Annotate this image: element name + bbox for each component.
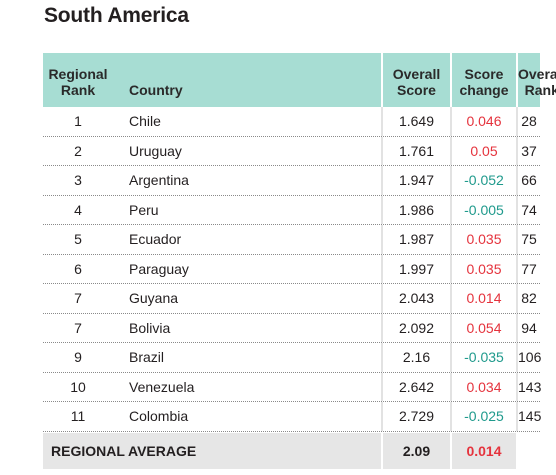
overall-rank-cell: 94 — [516, 313, 540, 342]
overall-rank-cell: 37 — [516, 136, 540, 165]
score-change-cell: -0.035 — [450, 343, 516, 372]
header-score-change-line1: Score — [464, 66, 504, 82]
country-cell: Bolivia — [129, 319, 171, 336]
score-change-cell: 0.054 — [450, 313, 516, 342]
overall-score-cell: 2.729 — [381, 402, 450, 431]
average-blank-cell — [516, 432, 540, 469]
overall-score-cell: 1.947 — [381, 166, 450, 195]
table-row: 11 Colombia 2.729 -0.025 145 — [43, 402, 541, 432]
overall-rank-cell: 75 — [516, 225, 540, 254]
overall-score-cell: 1.987 — [381, 225, 450, 254]
regional-rank-cell: 5 — [74, 231, 82, 248]
header-score-change-line2: change — [459, 82, 509, 98]
table-row: 5 Ecuador 1.987 0.035 75 — [43, 225, 540, 255]
header-overall-rank-line1: Overall — [518, 66, 556, 82]
score-change-cell: -0.005 — [450, 195, 516, 224]
overall-rank-cell: 66 — [516, 166, 540, 195]
overall-score-cell: 2.16 — [381, 343, 450, 372]
country-cell: Paraguay — [129, 260, 189, 277]
header-overall-score-line2: Score — [397, 82, 436, 98]
header-regional-rank-line1: Regional — [48, 66, 108, 82]
regional-rank-cell: 9 — [74, 349, 82, 366]
page-title: South America — [44, 4, 189, 27]
header-score-change: Score change — [450, 53, 516, 107]
overall-score-cell: 2.043 — [381, 284, 450, 313]
country-cell: Guyana — [129, 290, 179, 307]
regional-rank-cell: 3 — [74, 172, 82, 189]
table-row: 9 Brazil 2.16 -0.035 106 — [43, 343, 541, 373]
country-cell: Colombia — [129, 408, 189, 425]
overall-rank-cell: 74 — [516, 195, 540, 224]
regional-average-row: REGIONAL AVERAGE 2.09 0.014 — [43, 432, 540, 469]
overall-rank-cell: 82 — [516, 284, 540, 313]
score-change-cell: 0.05 — [450, 136, 516, 165]
overall-score-cell: 2.642 — [381, 372, 450, 401]
overall-rank-cell: 145 — [516, 402, 541, 431]
header-overall-rank: OverallRank — [516, 53, 556, 107]
score-change-cell: 0.035 — [450, 225, 516, 254]
score-change-cell: 0.014 — [450, 284, 516, 313]
overall-rank-cell: 28 — [516, 107, 540, 136]
header-overall-score-line1: Overall — [392, 66, 441, 82]
overall-rank-cell: 77 — [516, 254, 540, 283]
regional-rank-cell: 2 — [74, 142, 82, 159]
country-cell: Brazil — [129, 349, 165, 366]
table-header: Regional Rank Country Overall Score Score c… — [43, 53, 556, 107]
ranking-table: Regional Rank Country Overall Score Score c… — [43, 53, 556, 469]
overall-score-cell: 1.997 — [381, 254, 450, 283]
overall-rank-cell: 143 — [516, 372, 541, 401]
overall-score-cell: 1.649 — [381, 107, 450, 136]
regional-rank-cell: 11 — [70, 408, 86, 425]
regional-rank-cell: 1 — [74, 113, 82, 130]
table-row: 2 Uruguay 1.761 0.05 37 — [43, 136, 540, 166]
regional-rank-cell: 10 — [70, 378, 86, 395]
average-label: REGIONAL AVERAGE — [43, 432, 381, 469]
regional-rank-cell: 4 — [74, 201, 82, 218]
score-change-cell: 0.046 — [450, 107, 516, 136]
overall-score-cell: 1.761 — [381, 136, 450, 165]
score-change-cell: 0.035 — [450, 254, 516, 283]
country-cell: Peru — [129, 201, 159, 218]
table-row: 1 Chile 1.649 0.046 28 — [43, 107, 540, 137]
regional-rank-cell: 7 — [74, 290, 82, 307]
score-change-cell: -0.052 — [450, 166, 516, 195]
overall-rank-cell: 106 — [516, 343, 541, 372]
table-row: 4 Peru 1.986 -0.005 74 — [43, 195, 540, 225]
regional-rank-cell: 7 — [74, 319, 82, 336]
table-body: 1 Chile 1.649 0.046 28 2 Uruguay 1.761 0.05 37 3 Ar… — [43, 107, 541, 432]
header-overall-rank-line2: Rank — [524, 82, 556, 98]
table-row: 7 Bolivia 2.092 0.054 94 — [43, 313, 540, 343]
table-row: 3 Argentina 1.947 -0.052 66 — [43, 166, 540, 196]
score-change-cell: 0.034 — [450, 372, 516, 401]
header-regional-rank-line2: Rank — [60, 82, 96, 98]
country-cell: Venezuela — [129, 378, 195, 395]
country-cell: Argentina — [129, 172, 189, 189]
header-country: Country — [129, 82, 183, 98]
average-score: 2.09 — [381, 432, 450, 469]
header-overall-score: Overall Score — [381, 53, 450, 107]
table-row: 7 Guyana 2.043 0.014 82 — [43, 284, 540, 314]
header-regional-rank: Regional Rank — [43, 53, 113, 107]
country-cell: Ecuador — [129, 231, 182, 248]
table-row: 6 Paraguay 1.997 0.035 77 — [43, 254, 540, 284]
regional-rank-cell: 6 — [74, 260, 82, 277]
average-score-change: 0.014 — [450, 432, 516, 469]
overall-score-cell: 1.986 — [381, 195, 450, 224]
score-change-cell: -0.025 — [450, 402, 516, 431]
country-cell: Chile — [129, 113, 161, 130]
overall-score-cell: 2.092 — [381, 313, 450, 342]
table-row: 10 Venezuela 2.642 0.034 143 — [43, 372, 541, 402]
country-cell: Uruguay — [129, 142, 182, 159]
